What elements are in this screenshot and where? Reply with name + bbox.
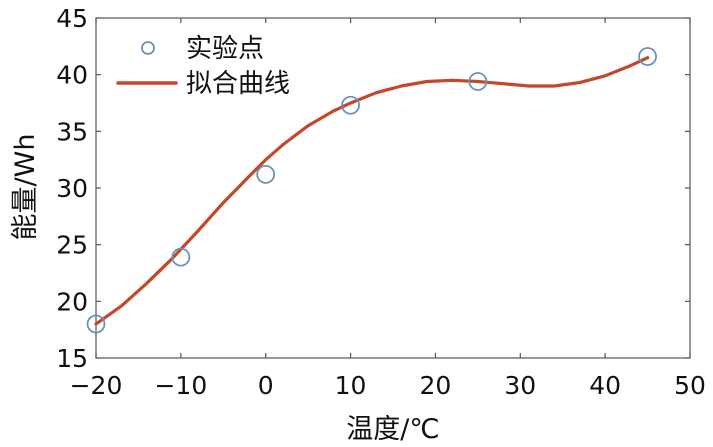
y-axis: 15 20 25 30 35 40 45	[56, 4, 690, 373]
data-point	[638, 47, 657, 66]
legend-label-fit-curve: 拟合曲线	[186, 69, 290, 99]
series-layer	[86, 47, 657, 334]
data-point	[256, 164, 276, 184]
y-tick-label: 25	[56, 231, 88, 260]
x-tick-label: 30	[504, 371, 536, 400]
x-axis: −20 −10 0 10 20 30 40 50	[70, 18, 706, 400]
x-tick-label: −10	[154, 371, 207, 400]
y-tick-label: 45	[56, 4, 88, 33]
legend-label-experimental-points: 实验点	[186, 34, 264, 64]
y-tick-label: 30	[56, 174, 88, 203]
x-tick-label: 10	[335, 371, 367, 400]
fit-curve-line	[94, 56, 650, 326]
y-tick-label: 15	[56, 344, 88, 373]
x-tick-label: 40	[589, 371, 621, 400]
x-tick-label: −20	[70, 371, 123, 400]
x-axis-title: 温度/℃	[346, 414, 439, 445]
y-tick-label: 35	[56, 117, 88, 146]
data-point	[341, 95, 360, 115]
y-axis-title: 能量/Wh	[10, 134, 41, 241]
x-tick-label: 50	[674, 371, 706, 400]
y-tick-label: 20	[56, 287, 88, 316]
legend: 实验点 拟合曲线	[116, 34, 290, 99]
y-tick-label: 40	[56, 61, 88, 90]
data-point	[171, 247, 191, 267]
data-point	[86, 314, 106, 334]
data-point	[468, 72, 488, 91]
x-tick-label: 20	[420, 371, 452, 400]
x-tick-label: 0	[258, 371, 274, 400]
legend-marker-experimental-points	[141, 41, 155, 55]
